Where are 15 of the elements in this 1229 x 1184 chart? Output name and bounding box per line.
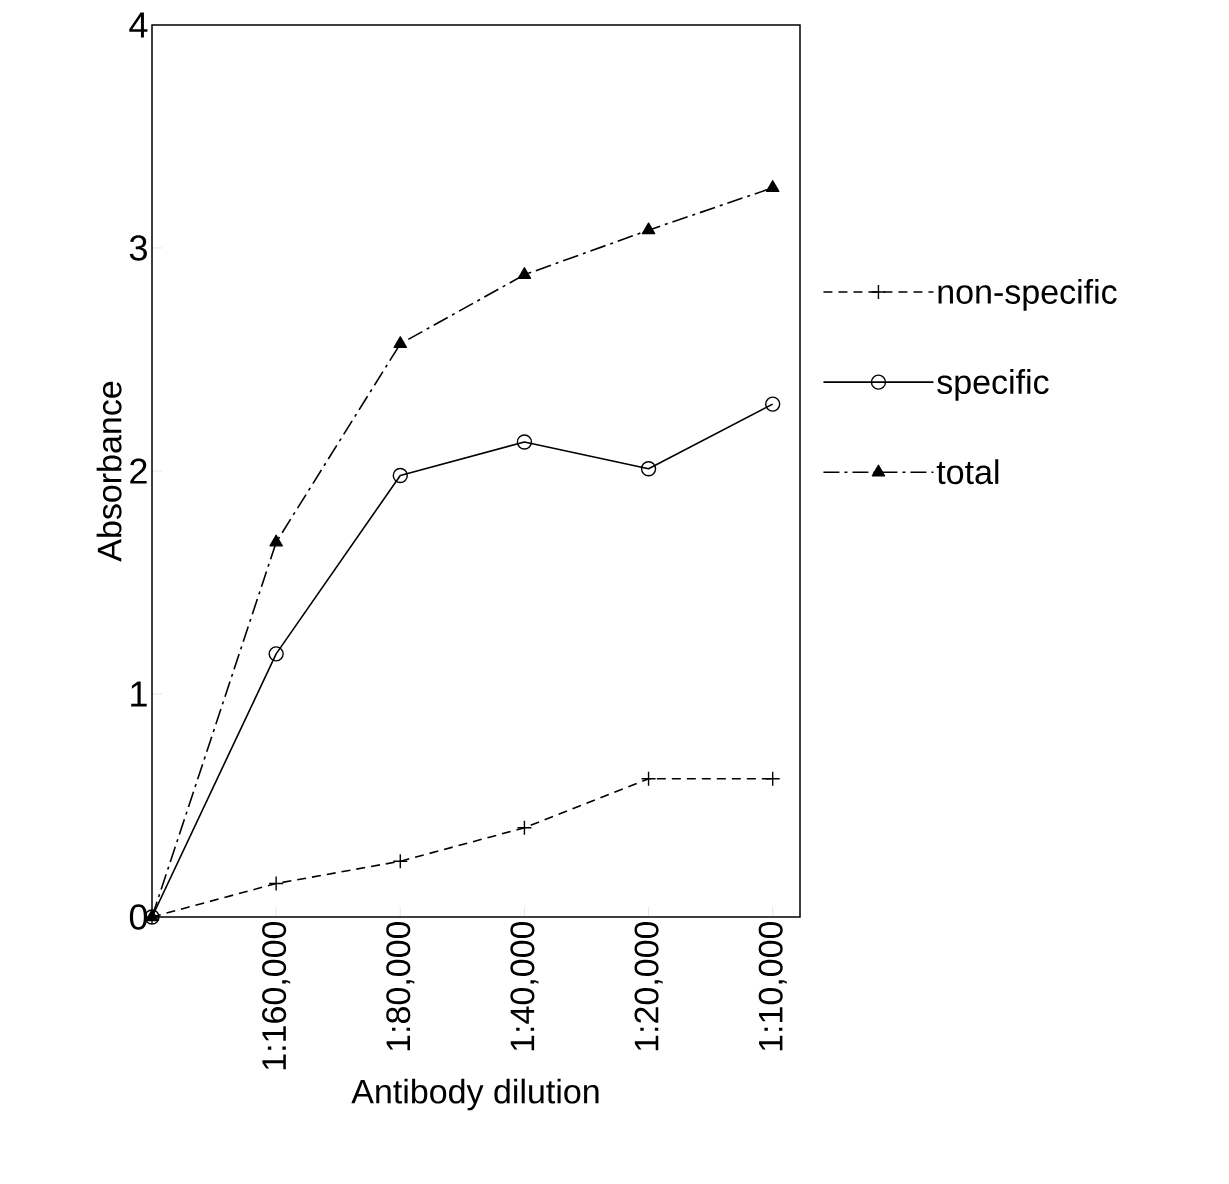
- y-tick-label: 0: [129, 904, 148, 930]
- legend-label: specific: [937, 369, 1049, 401]
- legend-label: total: [936, 459, 999, 485]
- x-tick-label: 1:160,000: [262, 921, 291, 1070]
- x-tick-label: 1:10,000: [758, 921, 787, 1051]
- y-tick-label: 2: [130, 458, 147, 484]
- legend-label: non-specific: [938, 278, 1117, 311]
- x-axis-title: Antibody dilution: [351, 1078, 599, 1111]
- x-tick-label: 1:80,000: [386, 921, 415, 1051]
- y-axis-title: Absorbance: [96, 381, 122, 562]
- y-tick-label: 4: [129, 12, 148, 38]
- x-tick-label: 1:20,000: [634, 921, 663, 1051]
- x-tick-label: 1:40,000: [510, 921, 539, 1051]
- y-tick-label: 3: [129, 235, 147, 261]
- y-tick-label: 1: [131, 681, 147, 707]
